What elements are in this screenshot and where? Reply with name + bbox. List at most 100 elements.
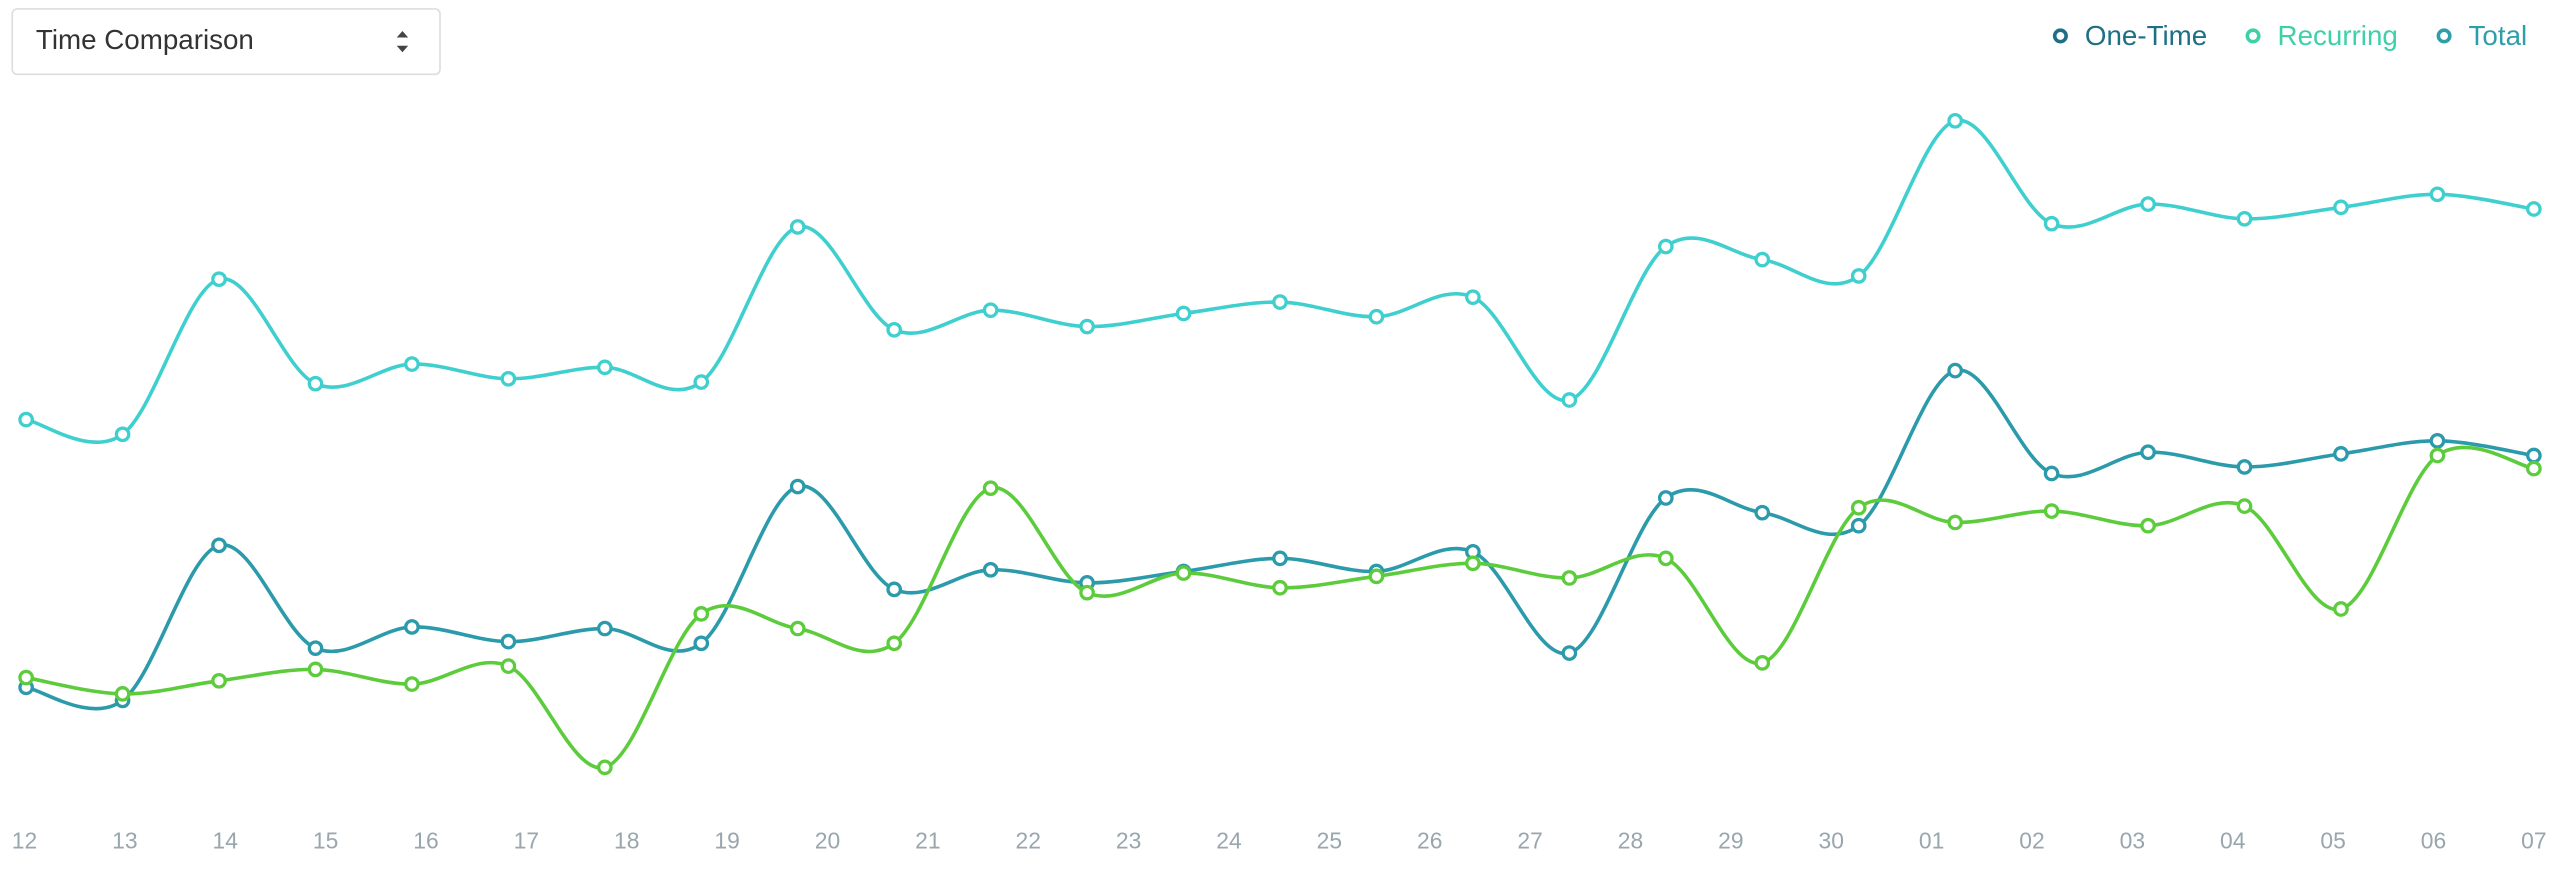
data-point bbox=[1947, 362, 1964, 379]
dropdown-arrows bbox=[396, 31, 409, 53]
data-point bbox=[886, 581, 903, 598]
x-tick-label: 04 bbox=[2220, 827, 2246, 853]
data-point bbox=[2526, 460, 2542, 477]
x-tick-label: 01 bbox=[1919, 827, 1944, 853]
data-point bbox=[2140, 517, 2156, 534]
data-point bbox=[1850, 517, 1867, 534]
x-tick-label: 27 bbox=[1517, 827, 1542, 853]
data-point bbox=[886, 635, 903, 652]
data-point bbox=[2236, 210, 2253, 227]
data-point bbox=[1561, 570, 1578, 586]
data-point bbox=[982, 480, 999, 497]
x-tick-label: 13 bbox=[112, 827, 137, 853]
data-point bbox=[1465, 289, 1481, 305]
legend-label: Recurring bbox=[2278, 20, 2398, 51]
data-point bbox=[1272, 550, 1288, 567]
x-tick-label: 17 bbox=[514, 827, 539, 853]
data-point bbox=[18, 411, 34, 428]
data-point bbox=[500, 658, 517, 674]
data-point bbox=[114, 426, 131, 443]
data-point bbox=[2526, 201, 2542, 217]
data-point bbox=[2333, 199, 2349, 216]
x-tick-label: 23 bbox=[1116, 827, 1141, 853]
data-point bbox=[1754, 251, 1771, 268]
data-point bbox=[1657, 238, 1674, 255]
data-point bbox=[307, 640, 324, 657]
x-tick-label: 19 bbox=[714, 827, 739, 853]
data-point bbox=[2526, 447, 2542, 464]
x-tick-label: 24 bbox=[1216, 827, 1242, 853]
data-point bbox=[1368, 568, 1385, 585]
data-point bbox=[982, 302, 999, 319]
data-point bbox=[404, 356, 420, 372]
data-point bbox=[982, 561, 999, 578]
legend-marker bbox=[2052, 28, 2068, 44]
data-point bbox=[307, 661, 324, 678]
data-point bbox=[596, 759, 613, 776]
data-point bbox=[500, 633, 517, 650]
x-tick-label: 30 bbox=[1819, 827, 1844, 853]
data-point bbox=[1175, 305, 1192, 322]
x-tick-label: 26 bbox=[1417, 827, 1442, 853]
data-point bbox=[596, 359, 613, 376]
legend-marker bbox=[2245, 28, 2261, 44]
data-point bbox=[1754, 504, 1771, 521]
x-tick-label: 29 bbox=[1718, 827, 1743, 853]
data-point bbox=[1657, 490, 1674, 506]
data-point bbox=[2140, 196, 2156, 212]
data-point bbox=[2043, 215, 2060, 232]
data-point bbox=[789, 620, 806, 637]
series-line bbox=[25, 445, 2535, 770]
data-point bbox=[1272, 579, 1288, 596]
data-point bbox=[211, 537, 227, 554]
dropdown-label: Time Comparison bbox=[36, 24, 254, 55]
data-point bbox=[1272, 294, 1288, 310]
data-point bbox=[2333, 601, 2349, 617]
data-point bbox=[2429, 447, 2446, 464]
data-point bbox=[211, 271, 227, 288]
data-point bbox=[2236, 498, 2253, 514]
data-point bbox=[1657, 550, 1674, 567]
legend-label: One-Time bbox=[2085, 20, 2207, 51]
legend-label: Total bbox=[2469, 20, 2528, 51]
data-point bbox=[2140, 444, 2156, 461]
data-point bbox=[1368, 308, 1385, 325]
data-point bbox=[596, 620, 613, 637]
x-tick-label: 18 bbox=[614, 827, 639, 853]
data-point bbox=[404, 676, 420, 692]
dropdown-box[interactable] bbox=[11, 8, 441, 76]
data-point bbox=[1850, 499, 1867, 516]
x-tick-label: 05 bbox=[2320, 827, 2345, 853]
x-tick-label: 07 bbox=[2521, 827, 2546, 853]
x-tick-label: 28 bbox=[1618, 827, 1643, 853]
data-point bbox=[693, 374, 710, 390]
x-tick-label: 22 bbox=[1016, 827, 1041, 853]
x-tick-label: 25 bbox=[1317, 827, 1342, 853]
data-point bbox=[18, 669, 34, 686]
data-point bbox=[2429, 432, 2446, 449]
x-tick-label: 14 bbox=[213, 827, 239, 853]
data-point bbox=[1175, 565, 1192, 581]
x-tick-label: 02 bbox=[2019, 827, 2044, 853]
x-tick-label: 20 bbox=[815, 827, 840, 853]
data-point bbox=[789, 219, 806, 235]
data-point bbox=[693, 606, 710, 622]
data-point bbox=[886, 321, 903, 338]
data-point bbox=[1561, 645, 1578, 661]
data-point bbox=[2043, 465, 2060, 482]
data-point bbox=[789, 478, 806, 495]
data-point bbox=[1465, 555, 1481, 572]
series-line bbox=[25, 368, 2535, 711]
data-point bbox=[2429, 186, 2446, 203]
data-point bbox=[1947, 514, 1964, 531]
data-point bbox=[211, 672, 227, 689]
x-tick-label: 12 bbox=[12, 827, 37, 853]
x-tick-label: 03 bbox=[2120, 827, 2145, 853]
data-point bbox=[404, 619, 420, 635]
data-point bbox=[1850, 268, 1867, 284]
x-tick-label: 21 bbox=[915, 827, 940, 853]
x-tick-label: 15 bbox=[313, 827, 338, 853]
data-point bbox=[1079, 318, 1095, 335]
dropdown[interactable]: Time Comparison bbox=[11, 8, 441, 76]
